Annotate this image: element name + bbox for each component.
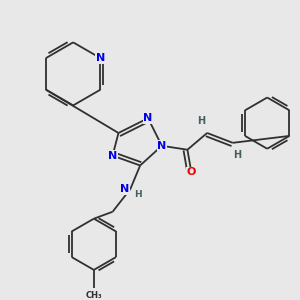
Text: N: N — [157, 141, 167, 151]
Text: CH₃: CH₃ — [85, 291, 102, 300]
Text: N: N — [120, 184, 129, 194]
Text: H: H — [197, 116, 205, 126]
Text: O: O — [187, 167, 196, 177]
Text: H: H — [234, 150, 242, 160]
Text: N: N — [108, 151, 117, 160]
Text: N: N — [96, 53, 105, 63]
Text: N: N — [143, 113, 153, 123]
Text: H: H — [134, 190, 142, 199]
